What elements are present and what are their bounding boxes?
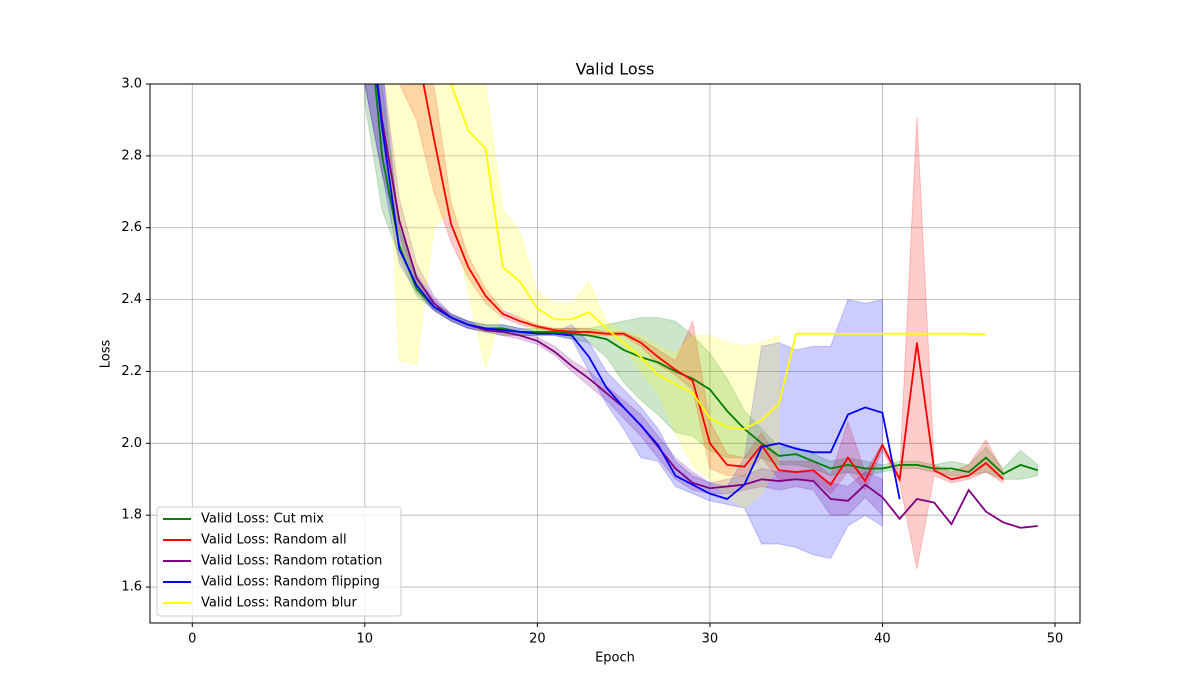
confidence-band [364, 84, 1039, 480]
plot-frame [149, 83, 1081, 624]
x-tick-label: 40 [874, 632, 891, 647]
legend-label: Valid Loss: Random rotation [201, 554, 382, 569]
y-tick-label: 1.6 [121, 580, 142, 595]
y-tick-label: 2.6 [121, 220, 142, 235]
legend-label: Valid Loss: Random blur [201, 596, 358, 611]
y-tick-label: 3.0 [121, 77, 142, 92]
x-tick-label: 10 [357, 632, 374, 647]
y-tick-label: 1.8 [121, 508, 142, 523]
y-tick-label: 2.4 [121, 292, 142, 307]
y-tick-label: 2.2 [121, 364, 142, 379]
y-axis-label: Loss [99, 340, 114, 369]
series-line [422, 84, 1004, 487]
x-axis-label: Epoch [595, 651, 635, 666]
legend: Valid Loss: Cut mix Valid Loss: Random al… [156, 506, 402, 617]
legend-label: Valid Loss: Random flipping [201, 575, 380, 590]
bands [364, 84, 1039, 570]
chart-title: Valid Loss [576, 60, 655, 79]
lines [374, 84, 1038, 529]
confidence-band [385, 84, 780, 509]
series-line [376, 84, 901, 501]
x-tick-label: 20 [529, 632, 546, 647]
x-tick-label: 30 [702, 632, 719, 647]
legend-box [156, 506, 402, 617]
legend-label: Valid Loss: Random all [201, 533, 347, 548]
confidence-band [364, 84, 883, 517]
x-tick-label: 0 [188, 632, 196, 647]
axes: 0 10 20 30 40 50 1.6 1.8 2.0 2.2 2.4 2.6 2.8 3.0 [121, 77, 1063, 647]
y-tick-label: 2.0 [121, 436, 142, 451]
legend-label: Valid Loss: Cut mix [201, 512, 324, 527]
series-line [450, 84, 987, 430]
x-tick-label: 50 [1047, 632, 1064, 647]
y-tick-label: 2.8 [121, 148, 142, 163]
